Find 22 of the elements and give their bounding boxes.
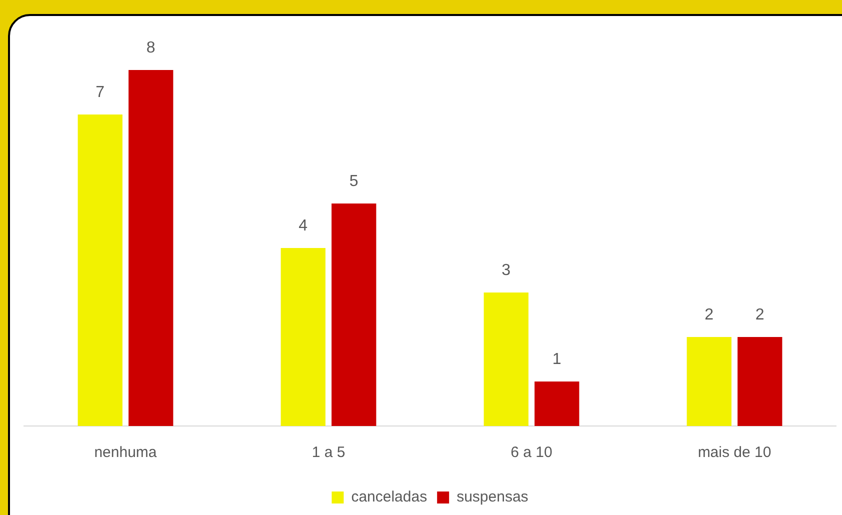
data-label: 4 — [298, 217, 308, 234]
data-label: 7 — [96, 84, 105, 101]
bar — [280, 248, 326, 426]
data-label: 5 — [349, 172, 358, 190]
bar — [738, 337, 782, 426]
bar — [78, 114, 122, 426]
bar — [484, 292, 528, 426]
legend-label: suspensas — [456, 488, 528, 506]
data-label: 2 — [755, 306, 764, 324]
data-label: 1 — [552, 350, 562, 368]
x-tick-label: 1 a 5 — [312, 444, 346, 462]
legend-label: canceladas — [351, 488, 428, 506]
bar — [128, 70, 174, 426]
x-tick-label: 6 a 10 — [510, 444, 552, 462]
bar — [686, 337, 732, 426]
data-label: 8 — [146, 39, 156, 56]
bar — [332, 204, 376, 426]
x-tick-label: nenhuma — [94, 444, 158, 462]
data-label: 2 — [704, 306, 714, 324]
x-tick-label: mais de 10 — [698, 444, 772, 462]
data-label: 3 — [502, 262, 511, 279]
bar — [534, 382, 580, 426]
